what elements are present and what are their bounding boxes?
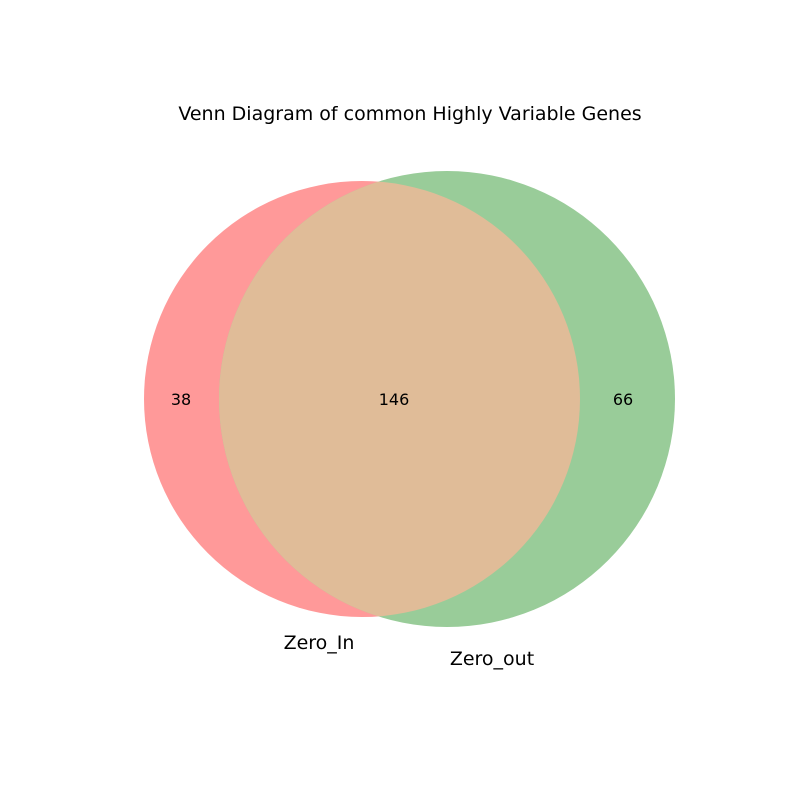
diagram-title: Venn Diagram of common Highly Variable G…: [178, 103, 641, 125]
set-label-zero-in: Zero_In: [284, 632, 355, 654]
count-only-zero-out: 66: [613, 390, 633, 409]
count-intersection: 146: [379, 390, 410, 409]
count-only-zero-in: 38: [171, 390, 191, 409]
set-label-zero-out: Zero_out: [450, 648, 534, 670]
